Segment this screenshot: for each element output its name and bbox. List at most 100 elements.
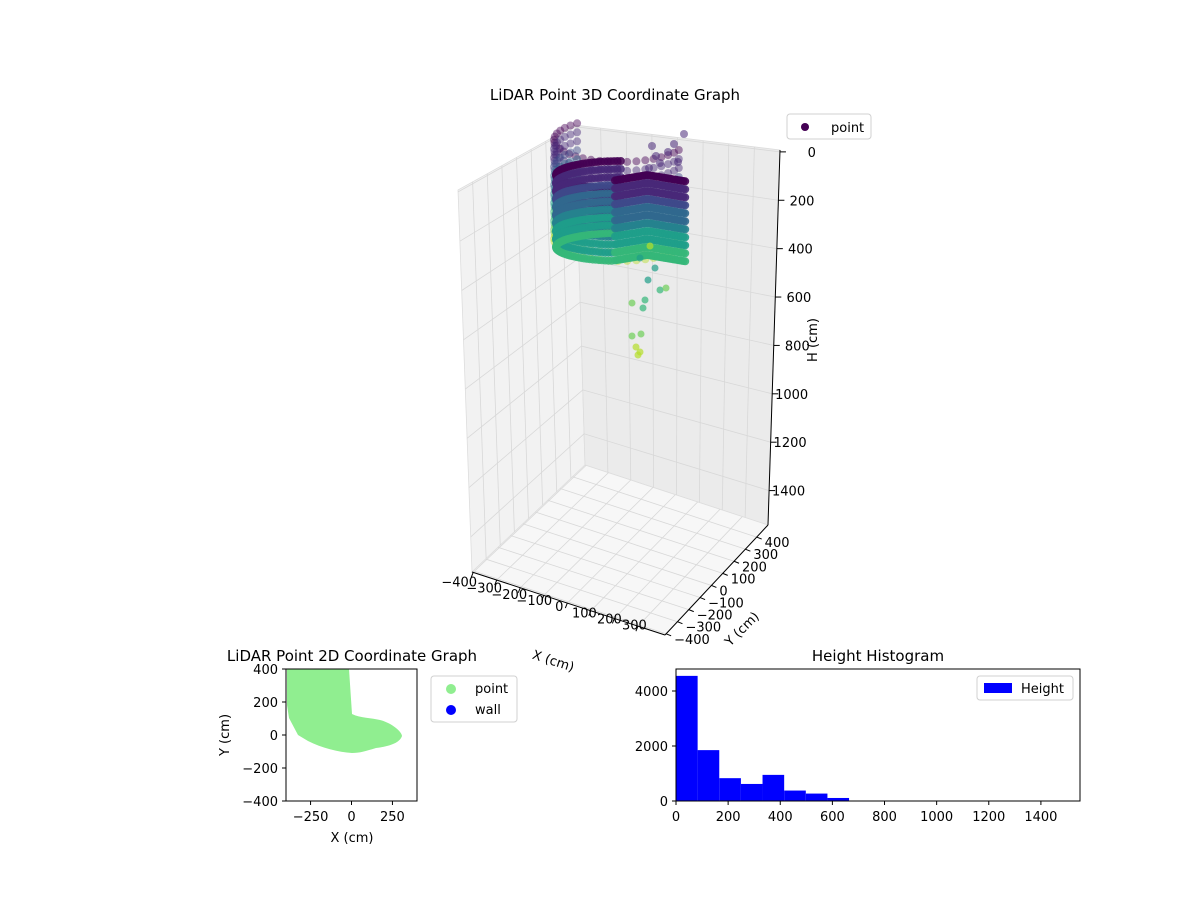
grid-line-y (572, 476, 757, 538)
cloud-point (555, 153, 564, 162)
grid-line-y (547, 499, 735, 562)
cloud-point (670, 140, 678, 148)
cloud-point (681, 177, 690, 186)
point-cloud (550, 119, 690, 359)
x-tick-mark (611, 618, 615, 624)
cloud-point (670, 166, 678, 175)
cloud-point (571, 152, 580, 161)
y-tick-label-2d: 0 (270, 729, 278, 744)
cloud-point (634, 351, 642, 359)
legend-3d: point (786, 113, 872, 140)
cloud-point (552, 138, 561, 147)
legend-2d-point-label: point (475, 682, 508, 697)
grid-line-back (721, 143, 730, 511)
cloud-point (573, 119, 582, 128)
legend-3d-box (786, 113, 872, 140)
y-tick-label-3d: −100 (708, 597, 744, 612)
y-tick-mark (756, 536, 762, 540)
cloud-point (573, 128, 582, 137)
z-tick-label-3d: 1200 (774, 436, 807, 451)
legend-2d-wall-label: wall (475, 703, 501, 718)
ticks-2d: −250 0 250 400 200 0 −200 −400 (242, 663, 405, 825)
cloud-point (628, 299, 636, 307)
z-tick-label-3d: 800 (785, 339, 810, 354)
grid-line-left (530, 149, 544, 506)
legend-3d-label: point (831, 121, 864, 136)
grid-line-x (543, 487, 654, 596)
cloud-point (552, 147, 561, 156)
y-tick-label-3d: 0 (719, 584, 727, 599)
chart-2d: LiDAR Point 2D Coordinate Graph −250 0 250… (218, 647, 518, 846)
y-tick-mark (733, 560, 740, 564)
y-tick-label-hist: 0 (660, 795, 668, 810)
grid-line-x (614, 508, 721, 619)
x-tick-label-3d: −100 (516, 594, 552, 609)
cloud-point (560, 141, 569, 150)
cloud-point (681, 193, 690, 202)
cloud-point (550, 141, 559, 150)
x-tick-label-hist: 0 (672, 810, 680, 825)
grid-line-left (486, 173, 501, 546)
cloud-point (681, 241, 690, 250)
z-tick-label-3d: 0 (808, 146, 816, 161)
y-tick-mark (745, 548, 751, 552)
chart-histogram: Height Histogram 0 200 400 600 800 1000 1200 14… (635, 647, 1081, 825)
cloud-point (646, 242, 654, 250)
grid-line-y (560, 488, 746, 550)
y-tick-mark (688, 609, 694, 613)
cloud-point (560, 123, 569, 132)
x-axis-line (471, 571, 666, 636)
histogram-bars (676, 675, 850, 801)
cloud-point (664, 148, 672, 156)
cloud-point (681, 185, 690, 194)
grid-line-left (472, 181, 487, 559)
histogram-bar (719, 778, 741, 801)
histogram-bar (805, 793, 828, 801)
cloud-point (632, 343, 640, 351)
y-tick-label-2d: 200 (253, 696, 278, 711)
cloud-point (559, 147, 568, 156)
cloud-point (566, 148, 575, 157)
grid-line-y (485, 558, 678, 623)
cloud-point (559, 156, 568, 165)
z-tick-label-3d: 1400 (772, 485, 805, 500)
grid-line-x (567, 494, 676, 604)
ticks-3d: −400−300−200−100 0 100 200 300−400−300−200−1… (441, 146, 816, 648)
cloud-point (680, 130, 688, 138)
x-tick-label-3d: −300 (466, 582, 502, 597)
cloud-point (648, 142, 656, 150)
cloud-point (670, 148, 678, 157)
cloud-point (566, 121, 575, 130)
y-tick-label-3d: 400 (765, 536, 790, 551)
z-tick-label-3d: 600 (786, 291, 811, 306)
x-tick-mark (588, 610, 592, 616)
y-tick-mark (722, 572, 728, 576)
y-tick-label-2d: −200 (242, 762, 278, 777)
legend-2d-wall-marker (446, 705, 456, 715)
cloud-point (573, 146, 582, 155)
y-tick-mark (677, 621, 683, 625)
grid-line-y (473, 570, 667, 635)
x-tick-label-3d: 0 (555, 600, 563, 615)
chart-3d-title: LiDAR Point 3D Coordinate Graph (490, 86, 740, 104)
grid-line-z (465, 301, 774, 390)
cloud-point (681, 257, 690, 266)
cloud-point (674, 158, 682, 166)
x-axis-label-2d: X (cm) (331, 831, 374, 846)
cloud-point (637, 330, 645, 338)
x-tick-label-3d: 200 (597, 612, 622, 627)
legend-3d-marker (801, 123, 809, 131)
grid-line-z (457, 126, 780, 193)
cloud-point (552, 159, 561, 168)
x-tick-label-hist: 200 (716, 810, 741, 825)
y-axis-line (664, 524, 769, 636)
grid-line-left (516, 157, 529, 519)
legend-hist-label: Height (1021, 682, 1064, 697)
x-tick-label-3d: 100 (572, 606, 597, 621)
y-tick-label-3d: −200 (697, 609, 733, 624)
x-axis-label-3d: X (cm) (530, 648, 576, 676)
cloud-point (573, 137, 582, 146)
cloud-point (556, 153, 565, 162)
cloud-point (628, 332, 636, 340)
y-tick-mark (711, 584, 717, 588)
